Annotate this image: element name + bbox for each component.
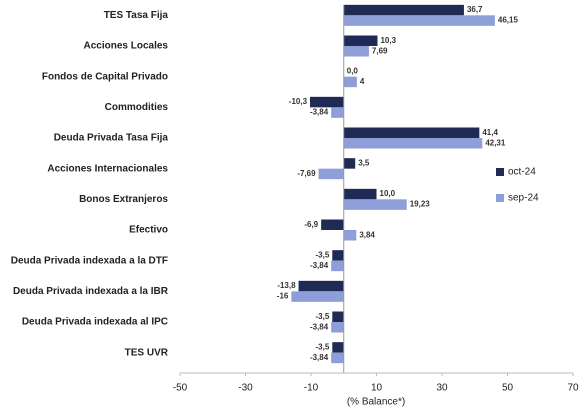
value-label: 3,5 xyxy=(358,159,370,168)
legend-label: sep-24 xyxy=(508,193,539,204)
bar xyxy=(343,35,378,46)
value-label: 46,15 xyxy=(498,16,519,25)
value-label: -3,84 xyxy=(310,353,329,362)
bar xyxy=(343,4,464,16)
value-label: 4 xyxy=(360,77,365,86)
value-label: -10,3 xyxy=(289,97,308,106)
bar xyxy=(332,311,344,322)
value-label: 41,4 xyxy=(482,128,498,137)
bar xyxy=(343,76,357,88)
x-tick-label: 70 xyxy=(567,383,579,394)
value-label: 3,84 xyxy=(359,230,375,239)
value-label: -3,84 xyxy=(310,261,329,270)
category-label: Acciones Internacionales xyxy=(47,163,168,174)
value-label: -3,5 xyxy=(315,251,329,260)
bar xyxy=(331,260,344,272)
value-label: -3,5 xyxy=(315,343,329,352)
x-tick-label: -10 xyxy=(304,383,319,394)
category-label: Efectivo xyxy=(129,225,168,236)
bar xyxy=(332,342,344,353)
bar xyxy=(332,250,344,261)
value-label: 36,7 xyxy=(467,5,483,14)
bar xyxy=(343,138,483,149)
category-label: Commodities xyxy=(105,102,169,113)
x-tick-label: 10 xyxy=(371,383,383,394)
x-axis-label: (% Balance*) xyxy=(347,397,405,408)
category-label: Deuda Privada indexada a la IBR xyxy=(13,286,169,297)
bar xyxy=(298,280,344,292)
bar xyxy=(318,168,344,180)
legend-swatch xyxy=(496,194,504,202)
bar xyxy=(343,199,407,210)
x-tick-label: -30 xyxy=(238,383,253,394)
legend-swatch xyxy=(496,168,504,176)
bar xyxy=(331,352,344,364)
legend-label: oct-24 xyxy=(508,167,536,178)
bar xyxy=(310,96,344,108)
value-label: -16 xyxy=(277,292,289,301)
bar xyxy=(343,15,495,26)
value-label: -3,84 xyxy=(310,108,329,117)
value-label: 42,31 xyxy=(485,138,506,147)
category-label: Fondos de Capital Privado xyxy=(42,71,168,82)
category-label: Acciones Locales xyxy=(84,41,169,52)
x-tick-label: 50 xyxy=(502,383,514,394)
value-label: 19,23 xyxy=(410,200,431,209)
category-label: TES Tasa Fija xyxy=(104,10,169,21)
value-label: 10,3 xyxy=(380,36,396,45)
value-label: 10,0 xyxy=(380,189,396,198)
category-label: Deuda Privada indexada al IPC xyxy=(22,317,168,328)
value-label: 0,0 xyxy=(347,67,359,76)
value-label: -3,5 xyxy=(315,312,329,321)
category-label: Deuda Privada Tasa Fija xyxy=(54,133,169,144)
value-label: -13,8 xyxy=(277,281,296,290)
bar xyxy=(343,230,357,241)
bar xyxy=(331,107,344,118)
bar xyxy=(321,219,344,230)
value-label: -3,84 xyxy=(310,322,329,331)
bar xyxy=(343,158,356,169)
value-label: -6,9 xyxy=(304,220,318,229)
category-label: Bonos Extranjeros xyxy=(79,194,168,205)
x-tick-label: 30 xyxy=(436,383,448,394)
bar xyxy=(343,46,369,57)
value-label: -7,69 xyxy=(297,169,316,178)
category-label: TES UVR xyxy=(125,347,169,358)
bar xyxy=(343,127,480,138)
value-label: 7,69 xyxy=(372,46,388,55)
bar xyxy=(331,322,344,333)
bar xyxy=(291,291,344,302)
bar xyxy=(343,188,377,200)
x-tick-label: -50 xyxy=(173,383,188,394)
category-label: Deuda Privada indexada a la DTF xyxy=(11,255,168,266)
